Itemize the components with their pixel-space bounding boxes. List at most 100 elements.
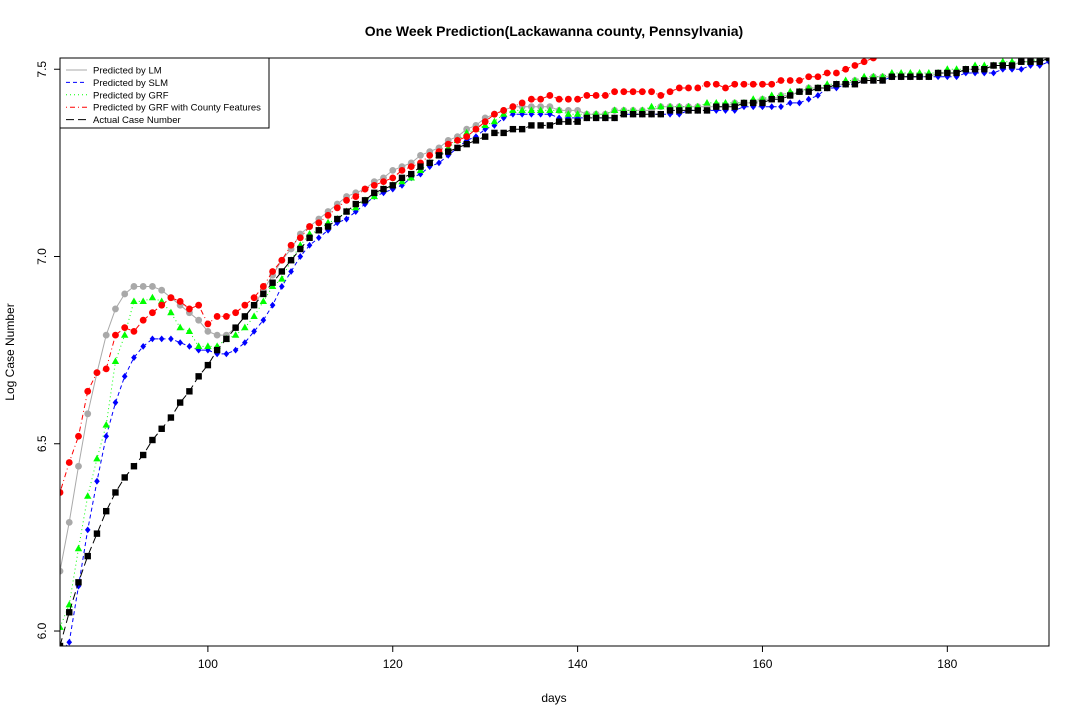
data-point bbox=[112, 305, 119, 313]
data-point bbox=[241, 301, 249, 309]
data-point bbox=[60, 623, 64, 630]
data-point bbox=[223, 350, 230, 358]
x-tick-label: 120 bbox=[383, 657, 403, 671]
data-point bbox=[805, 95, 812, 103]
data-point bbox=[565, 118, 572, 125]
data-point bbox=[93, 454, 101, 462]
data-point bbox=[223, 335, 230, 343]
data-point bbox=[1018, 58, 1025, 65]
data-point bbox=[546, 122, 554, 129]
data-point bbox=[65, 459, 73, 466]
data-point bbox=[491, 110, 498, 118]
data-point bbox=[907, 73, 914, 80]
data-point bbox=[629, 110, 637, 118]
data-point bbox=[814, 84, 822, 92]
data-point bbox=[186, 305, 193, 313]
data-point bbox=[768, 80, 776, 88]
data-point bbox=[472, 125, 480, 133]
data-point bbox=[787, 99, 793, 107]
data-point bbox=[204, 342, 212, 349]
data-point bbox=[712, 80, 720, 88]
data-point bbox=[250, 301, 258, 309]
data-point bbox=[953, 69, 960, 77]
data-point bbox=[103, 432, 110, 440]
data-point bbox=[981, 66, 988, 73]
data-point bbox=[130, 463, 138, 470]
data-point bbox=[1008, 62, 1016, 69]
data-point bbox=[112, 489, 119, 496]
data-point bbox=[158, 301, 166, 309]
data-point bbox=[66, 609, 73, 616]
data-point bbox=[740, 80, 748, 88]
data-point bbox=[999, 62, 1006, 69]
data-point bbox=[260, 316, 267, 324]
data-point bbox=[177, 339, 183, 347]
data-point bbox=[269, 301, 276, 309]
data-point bbox=[999, 65, 1006, 73]
data-point bbox=[564, 95, 572, 103]
data-point bbox=[121, 331, 129, 338]
data-point bbox=[75, 432, 82, 440]
data-point bbox=[759, 103, 766, 111]
data-point bbox=[325, 226, 331, 234]
data-point bbox=[814, 73, 822, 81]
data-point bbox=[454, 136, 461, 144]
data-point bbox=[536, 106, 545, 114]
data-point bbox=[528, 122, 535, 129]
data-point bbox=[842, 81, 849, 88]
data-point bbox=[232, 324, 239, 331]
data-point bbox=[703, 107, 711, 114]
data-point bbox=[546, 92, 554, 99]
data-point bbox=[713, 103, 720, 110]
data-point bbox=[242, 339, 248, 347]
data-point bbox=[213, 346, 221, 354]
data-point bbox=[639, 110, 646, 118]
data-point bbox=[186, 388, 193, 395]
data-point bbox=[380, 185, 387, 193]
data-point bbox=[231, 331, 240, 338]
data-point bbox=[971, 66, 979, 73]
data-point bbox=[195, 316, 203, 324]
data-point bbox=[860, 58, 868, 66]
data-point bbox=[222, 313, 230, 320]
data-point bbox=[102, 331, 110, 339]
data-point bbox=[574, 95, 582, 103]
data-point bbox=[260, 290, 267, 298]
legend-label: Actual Case Number bbox=[93, 115, 181, 126]
data-point bbox=[786, 77, 794, 84]
data-point bbox=[435, 152, 443, 159]
data-point bbox=[158, 425, 165, 432]
data-point bbox=[195, 301, 203, 309]
data-point bbox=[185, 327, 194, 335]
data-point bbox=[564, 110, 573, 117]
data-point bbox=[139, 283, 147, 290]
series-5 bbox=[60, 58, 1049, 646]
data-point bbox=[796, 88, 803, 95]
data-point bbox=[555, 106, 563, 114]
data-point bbox=[519, 110, 525, 118]
data-point bbox=[287, 241, 295, 249]
data-point bbox=[84, 387, 92, 395]
data-point bbox=[75, 579, 82, 586]
data-point bbox=[251, 328, 257, 335]
data-point bbox=[509, 103, 517, 111]
data-point bbox=[186, 342, 193, 350]
data-point bbox=[324, 223, 332, 230]
x-tick-label: 160 bbox=[752, 657, 772, 671]
legend-label: Predicted by SLM bbox=[93, 78, 168, 89]
data-point bbox=[1036, 58, 1043, 65]
data-point bbox=[592, 92, 600, 99]
data-point bbox=[722, 84, 729, 92]
data-point bbox=[214, 350, 220, 358]
data-point bbox=[944, 69, 951, 77]
y-tick-label: 7.5 bbox=[35, 61, 49, 78]
data-point bbox=[195, 346, 202, 354]
data-point bbox=[990, 69, 997, 77]
data-point bbox=[565, 114, 572, 122]
data-point bbox=[287, 257, 295, 264]
data-point bbox=[620, 110, 628, 118]
data-point bbox=[167, 308, 175, 316]
data-point bbox=[158, 286, 166, 294]
legend-label: Predicted by LM bbox=[93, 66, 162, 77]
data-point bbox=[139, 451, 147, 459]
